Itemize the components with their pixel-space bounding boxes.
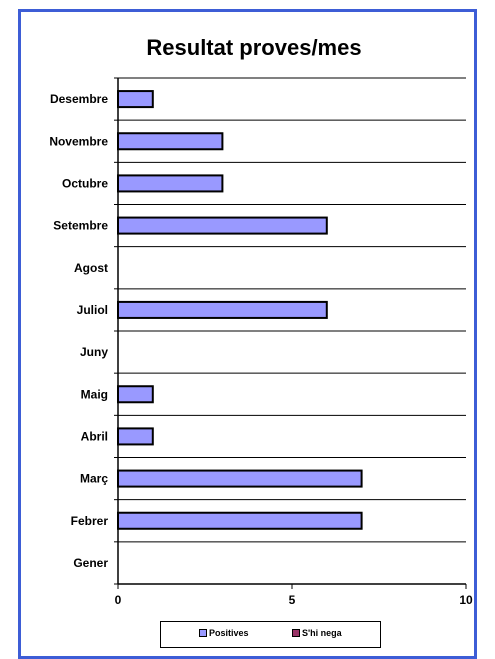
gridlines <box>118 77 466 543</box>
chart-title: Resultat proves/mes <box>146 35 361 60</box>
category-label: Octubre <box>62 176 108 190</box>
category-label: Setembre <box>53 219 108 233</box>
category-label: Abril <box>81 429 108 443</box>
bar <box>117 469 363 488</box>
legend-label-positives: Positives <box>209 628 249 638</box>
category-labels: Desembre Novembre Octubre Setembre Agost Juli… <box>49 92 108 570</box>
category-label: Febrer <box>71 514 109 528</box>
bar <box>117 300 328 319</box>
bars <box>117 90 363 530</box>
bar <box>117 90 154 109</box>
category-label: Març <box>80 472 108 486</box>
axes <box>114 77 467 589</box>
category-label: Juny <box>80 345 108 359</box>
x-tick-labels: 0 5 10 <box>115 593 473 607</box>
bar <box>117 427 154 446</box>
bar <box>117 174 224 193</box>
x-tick-label: 10 <box>459 593 473 607</box>
legend-item-positives: Positives <box>199 628 249 638</box>
legend-swatch-shi-nega <box>292 629 300 637</box>
bar <box>117 132 224 151</box>
category-label: Novembre <box>49 134 108 148</box>
bar <box>117 385 154 404</box>
legend-swatch-positives <box>199 629 207 637</box>
category-label: Juliol <box>77 303 108 317</box>
category-label: Maig <box>81 387 108 401</box>
bar <box>117 511 363 530</box>
x-tick-label: 0 <box>115 593 122 607</box>
category-label: Agost <box>74 261 108 275</box>
legend: Positives S'hi nega <box>160 621 381 648</box>
category-label: Desembre <box>50 92 108 106</box>
chart-frame <box>18 9 477 659</box>
legend-label-shi-nega: S'hi nega <box>302 628 342 638</box>
bar <box>117 216 328 235</box>
legend-item-shi-nega: S'hi nega <box>292 628 342 638</box>
category-label: Gener <box>73 556 108 570</box>
x-tick-label: 5 <box>289 593 296 607</box>
